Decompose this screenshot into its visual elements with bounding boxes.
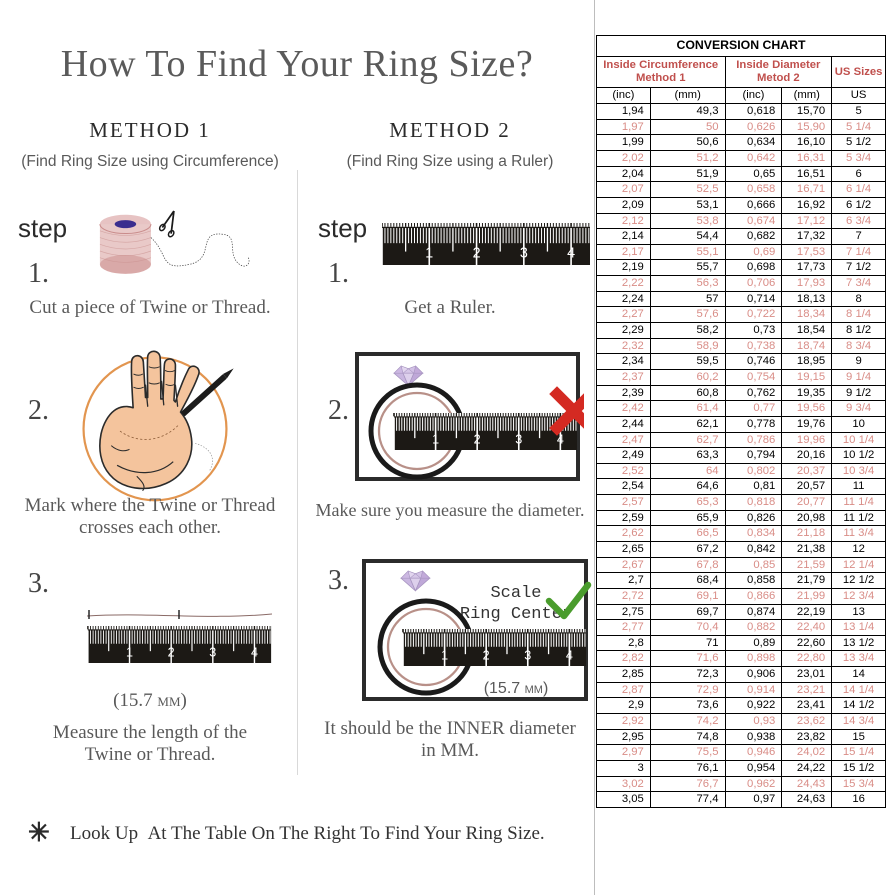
- svg-text:Scale: Scale: [490, 584, 541, 603]
- svg-text:2: 2: [168, 645, 175, 659]
- svg-text:1: 1: [126, 645, 133, 659]
- svg-text:4: 4: [251, 645, 258, 659]
- svg-text:(15.7 mm): (15.7 mm): [484, 680, 549, 697]
- svg-text:4: 4: [566, 648, 573, 662]
- svg-text:3: 3: [209, 645, 216, 659]
- svg-text:2: 2: [483, 648, 490, 662]
- svg-text:3: 3: [520, 245, 528, 261]
- svg-text:1: 1: [425, 245, 433, 261]
- svg-text:3: 3: [515, 432, 522, 446]
- svg-text:2: 2: [473, 245, 481, 261]
- svg-text:3: 3: [524, 648, 531, 662]
- svg-text:4: 4: [567, 245, 575, 261]
- svg-text:1: 1: [432, 432, 439, 446]
- svg-text:2: 2: [474, 432, 481, 446]
- svg-text:1: 1: [441, 648, 448, 662]
